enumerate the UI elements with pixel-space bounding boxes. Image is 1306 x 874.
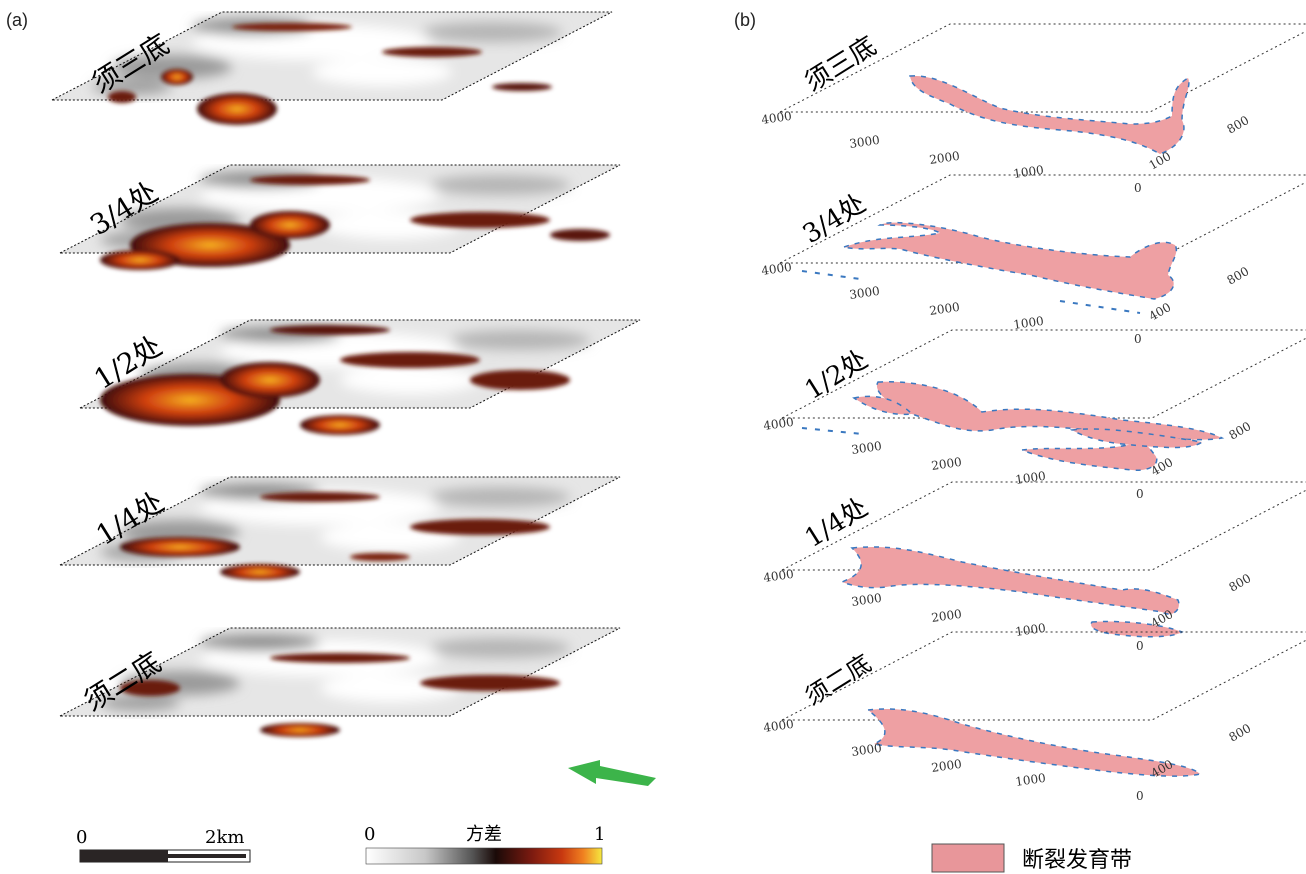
axis-tick-label: 3000 [850, 439, 882, 457]
scale-bar-end-label: 2km [205, 827, 244, 848]
axis-tick-label: 4000 [760, 109, 792, 127]
axis-tick-label: 800 [1227, 721, 1254, 745]
axis-tick-label: 3000 [848, 133, 880, 151]
colorbar-min-label: 0 [364, 824, 375, 845]
axis-tick-label: 400 [1147, 300, 1174, 324]
slab-layer-5 [60, 628, 620, 737]
axis-tick-label: 1000 [1014, 469, 1046, 487]
axis-tick-label: 400 [1149, 455, 1176, 479]
direction-arrow-icon [568, 760, 656, 786]
panel-a-tag: (a) [6, 10, 28, 30]
axis-tick-label: 2000 [930, 607, 962, 625]
colorbar-title: 方差 [466, 824, 502, 845]
axis-tick-label: 2000 [928, 300, 960, 318]
axis-tick-label: 400 [1149, 757, 1176, 781]
fracture-layer-4 [781, 481, 1306, 638]
axis-tick-label: 0 [1136, 789, 1144, 803]
axis-tick-label: 0 [1136, 487, 1144, 501]
axis-tick-label: 3000 [848, 284, 880, 302]
axis-tick-label: 1000 [1014, 771, 1046, 789]
axis-tick-label: 100 [1147, 149, 1174, 173]
axis-tick-label: 2000 [928, 149, 960, 167]
colorbar-max-label: 1 [594, 824, 605, 845]
axis-tick-label: 0 [1134, 181, 1142, 195]
axis-tick-label: 1000 [1012, 314, 1044, 332]
fracture-layer-1 [779, 23, 1306, 155]
axis-tick-label: 4000 [760, 260, 792, 278]
axis-tick-label: 4000 [762, 717, 794, 735]
panel-b-tag: (b) [734, 10, 756, 30]
axis-tick-label: 0 [1134, 332, 1142, 346]
legend-label: 断裂发育带 [1022, 848, 1132, 873]
fracture-layer-5 [781, 631, 1306, 777]
axis-tick-label: 3000 [850, 591, 882, 609]
axis-tick-label: 0 [1136, 639, 1144, 653]
axis-tick-label: 800 [1225, 264, 1252, 288]
fracture-layer-3 [781, 329, 1306, 471]
axis-tick-label: 4000 [762, 415, 794, 433]
axis-tick-label: 2000 [930, 757, 962, 775]
slab-layer-2 [60, 165, 620, 270]
legend-swatch [931, 843, 1005, 873]
axis-tick-label: 800 [1225, 113, 1252, 137]
axis-tick-label: 1000 [1012, 163, 1044, 181]
slab-layer-3 [80, 320, 640, 435]
colorbar [365, 847, 603, 865]
axis-tick-label: 2000 [930, 455, 962, 473]
axis-tick-label: 800 [1227, 571, 1254, 595]
axis-tick-label: 800 [1227, 419, 1254, 443]
fracture-layer-2 [779, 174, 1306, 314]
axis-tick-label: 4000 [762, 567, 794, 585]
slab-layer-4 [60, 477, 620, 580]
scale-bar-start-label: 0 [76, 827, 87, 848]
axis-tick-label: 400 [1149, 607, 1176, 631]
axis-tick-label: 3000 [850, 741, 882, 759]
slab-layer-1 [52, 12, 612, 125]
scale-bar [79, 849, 251, 863]
axis-tick-label: 1000 [1014, 621, 1046, 639]
